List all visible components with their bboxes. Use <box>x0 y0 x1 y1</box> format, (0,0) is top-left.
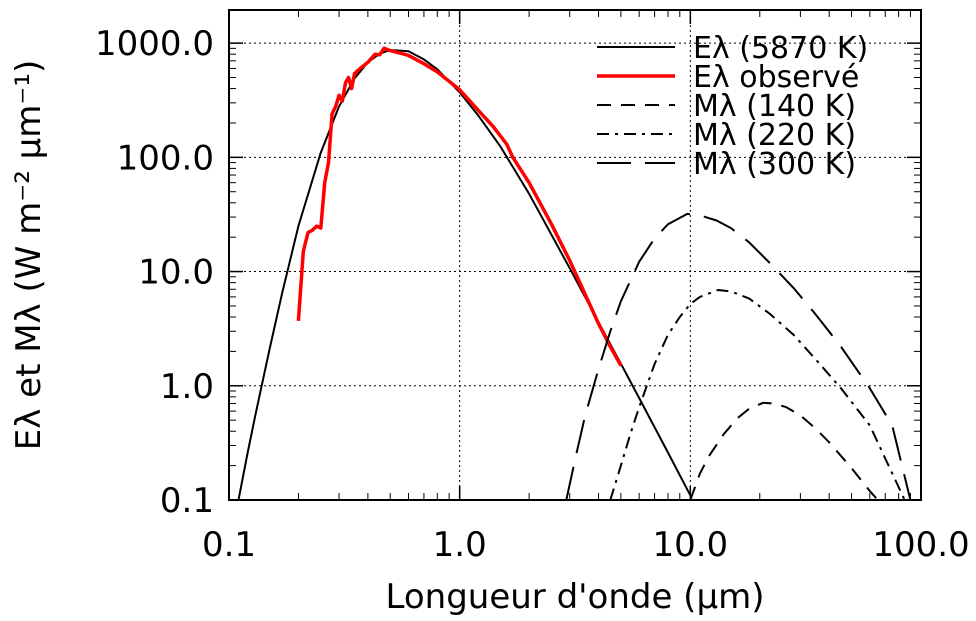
series-line-1 <box>296 46 623 367</box>
series-line-2 <box>689 401 879 500</box>
legend-label-2: Mλ (140 K) <box>693 89 856 124</box>
y-tick-label: 10.0 <box>138 253 214 293</box>
x-tick-label: 1.0 <box>433 525 487 565</box>
x-tick-label: 10.0 <box>652 525 728 565</box>
y-tick-label: 1000.0 <box>95 24 214 64</box>
plot-frame <box>228 9 922 501</box>
x-axis-label: Longueur d'onde (μm) <box>386 577 765 617</box>
axis-ticks <box>228 10 922 501</box>
series-line-4 <box>565 212 912 500</box>
y-tick-label: 100.0 <box>117 138 214 178</box>
tick-labels: 0.1 1.0 10.0 100.0 0.1 1.0 10.0 100.0 1000.0 <box>95 24 970 565</box>
legend-label-0: Eλ (5870 K) <box>693 31 868 66</box>
y-tick-label: 0.1 <box>160 481 214 521</box>
legend-label-3: Mλ (220 K) <box>693 118 856 153</box>
y-tick-label: 1.0 <box>160 367 214 407</box>
plot-curves <box>237 46 912 500</box>
y-axis-label: Eλ et Mλ (W m⁻² μm⁻¹) <box>9 60 49 451</box>
x-tick-label: 100.0 <box>872 525 969 565</box>
series-line-0 <box>237 49 692 500</box>
series-line-3 <box>609 289 906 500</box>
legend-label-1: Eλ observé <box>693 60 859 95</box>
x-tick-label: 0.1 <box>202 525 256 565</box>
legend-label-4: Mλ (300 K) <box>693 147 856 182</box>
grid <box>229 10 921 500</box>
